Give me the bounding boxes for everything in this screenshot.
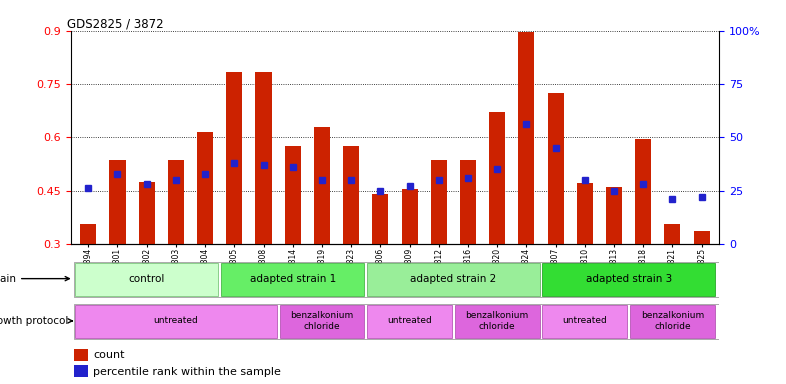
Bar	[367, 305, 452, 338]
Bar	[314, 127, 330, 350]
Bar	[138, 182, 155, 350]
Text: adapted strain 3: adapted strain 3	[586, 274, 672, 284]
Bar	[168, 161, 184, 350]
Text: adapted strain 1: adapted strain 1	[250, 274, 336, 284]
Bar	[635, 139, 652, 350]
Bar	[343, 146, 359, 350]
Bar	[285, 146, 301, 350]
Bar	[197, 132, 213, 350]
Bar	[255, 71, 271, 350]
Text: growth protocol: growth protocol	[0, 316, 72, 326]
Text: untreated: untreated	[153, 316, 198, 325]
Bar	[373, 194, 388, 350]
Bar	[80, 224, 97, 350]
Text: control: control	[128, 274, 165, 284]
Text: adapted strain 2: adapted strain 2	[410, 274, 497, 284]
Text: strain: strain	[0, 274, 69, 284]
Bar	[548, 93, 564, 350]
Bar	[226, 71, 242, 350]
Bar	[630, 305, 714, 338]
Text: GDS2825 / 3872: GDS2825 / 3872	[68, 18, 164, 31]
Bar	[74, 365, 88, 377]
Bar	[664, 224, 681, 350]
Text: benzalkonium
chloride: benzalkonium chloride	[641, 311, 704, 331]
Bar	[431, 161, 446, 350]
Bar	[367, 263, 539, 296]
Bar	[542, 263, 714, 296]
Bar	[75, 263, 219, 296]
Text: percentile rank within the sample: percentile rank within the sample	[94, 366, 281, 377]
Bar	[280, 305, 364, 338]
Bar	[460, 161, 476, 350]
Text: benzalkonium
chloride: benzalkonium chloride	[290, 311, 354, 331]
Text: untreated: untreated	[387, 316, 432, 325]
Bar	[221, 263, 364, 296]
Bar	[455, 305, 539, 338]
Bar	[606, 187, 622, 350]
Bar	[693, 232, 710, 350]
Bar	[519, 33, 534, 350]
Text: benzalkonium
chloride: benzalkonium chloride	[465, 311, 529, 331]
Text: untreated: untreated	[563, 316, 608, 325]
Text: count: count	[94, 350, 125, 360]
Bar	[74, 349, 88, 361]
Bar	[402, 189, 417, 350]
Bar	[489, 113, 505, 350]
Bar	[577, 184, 593, 350]
Bar	[109, 161, 126, 350]
Bar	[75, 305, 277, 338]
Bar	[542, 305, 627, 338]
